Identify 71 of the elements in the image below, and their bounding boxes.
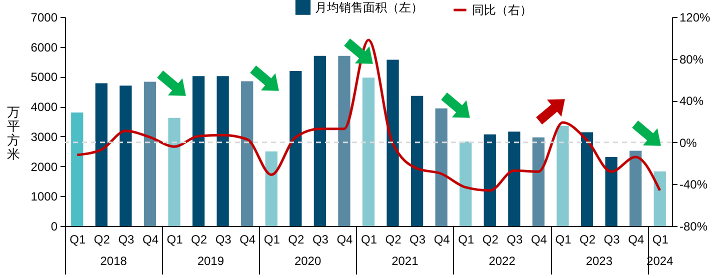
bar [241, 81, 254, 226]
y-tick-label: 0 [50, 220, 58, 234]
bar [484, 134, 496, 226]
text: 2022 [488, 254, 516, 268]
y2-tick-label: 120% [680, 10, 711, 24]
x-tick-label: Q1 [360, 232, 378, 246]
x-tick-label: Q1 [166, 232, 184, 246]
text: 2018 [100, 254, 128, 268]
y-axis-title: 万平方米 [7, 104, 20, 162]
x-tick-label: Q4 [336, 232, 354, 246]
bar [71, 112, 84, 226]
y-tick-label: 4000 [30, 100, 58, 114]
bar [508, 132, 520, 226]
legend-label: 同比（右） [472, 3, 532, 17]
bar [265, 151, 278, 226]
bar [314, 56, 326, 226]
bar [144, 82, 156, 226]
x-tick-label: Q3 [312, 232, 329, 246]
x-tick-label: Q4 [434, 232, 450, 246]
text: 2019 [197, 254, 224, 268]
text: 2021 [392, 254, 419, 268]
text: 2023 [586, 254, 613, 268]
y2-tick-label: -80% [680, 220, 708, 234]
y2-tick-label: 0% [680, 136, 698, 150]
y-tick-label: 6000 [30, 40, 58, 54]
y2-tick-label: 80% [680, 52, 704, 66]
x-tick-label: Q3 [215, 232, 232, 246]
x-tick-label: Q1 [264, 232, 280, 246]
bar [605, 157, 618, 226]
bar [654, 171, 666, 226]
x-tick-label: Q4 [628, 232, 644, 246]
bar [386, 60, 399, 226]
x-tick-label: Q2 [580, 232, 596, 246]
legend-label: 月均销售面积（左） [315, 0, 423, 14]
bar [580, 132, 594, 226]
bar [362, 78, 375, 226]
x-tick-label: Q4 [530, 232, 548, 246]
y-tick-label: 1000 [30, 190, 58, 204]
bar [630, 150, 642, 226]
x-tick-label: Q2 [288, 232, 304, 246]
x-tick-label: Q3 [506, 232, 524, 246]
bar [216, 76, 229, 226]
bar [120, 86, 132, 226]
x-tick-label: Q3 [118, 232, 135, 246]
y2-tick-label: -40% [680, 178, 708, 192]
y2-tick-label: 40% [680, 94, 704, 108]
x-tick-label: Q4 [240, 232, 256, 246]
bar [168, 118, 180, 226]
x-tick-label: Q1 [458, 232, 474, 246]
y-tick-label: 2000 [30, 160, 58, 174]
x-tick-label: Q3 [410, 232, 426, 246]
bar [290, 71, 302, 226]
bar [95, 83, 108, 226]
x-tick-label: Q4 [142, 232, 159, 246]
x-tick-label: Q2 [191, 232, 208, 246]
text: 2020 [294, 254, 322, 268]
x-tick-label: Q1 [70, 232, 86, 246]
x-tick-label: Q2 [482, 232, 499, 246]
bar [410, 96, 424, 226]
x-tick-label: Q1 [652, 232, 669, 246]
x-tick-label: Q3 [604, 232, 620, 246]
bar [532, 137, 545, 226]
bar [460, 142, 472, 226]
y-tick-label: 7000 [30, 10, 58, 24]
y-tick-label: 3000 [30, 130, 58, 144]
x-tick-label: Q2 [94, 232, 110, 246]
x-tick-label: Q1 [555, 232, 572, 246]
y-tick-label: 5000 [30, 70, 58, 84]
line-series [76, 38, 662, 192]
bar [192, 76, 205, 226]
x-tick-label: Q2 [385, 232, 402, 246]
